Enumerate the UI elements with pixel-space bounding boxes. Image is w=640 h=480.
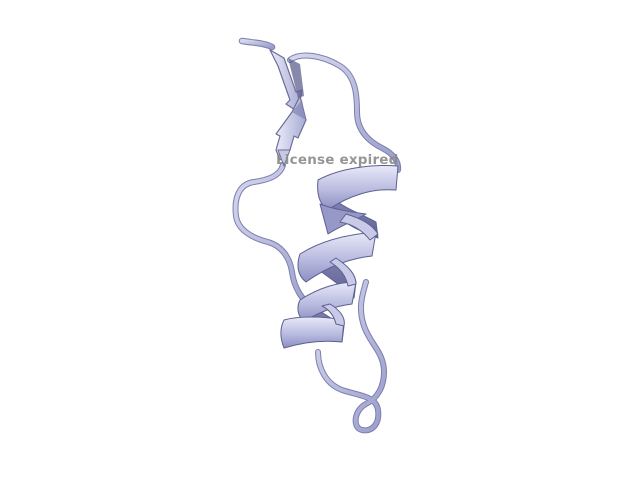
coil-left-loop: [232, 162, 319, 315]
coil-c-terminus: [315, 279, 388, 434]
beta-sheet: [269, 49, 307, 168]
alpha-helix: [280, 165, 399, 349]
coil-n-terminus: [238, 37, 276, 51]
coil-back-loop: [287, 52, 402, 173]
